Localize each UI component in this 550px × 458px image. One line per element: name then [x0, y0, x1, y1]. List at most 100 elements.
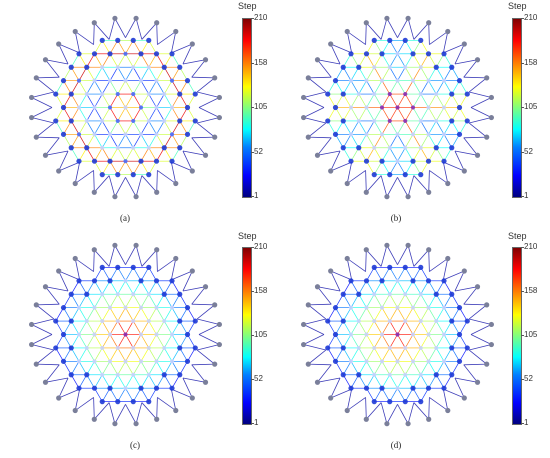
node: [372, 65, 377, 70]
node: [169, 158, 175, 164]
node: [379, 105, 385, 110]
node: [115, 118, 120, 124]
edge: [86, 347, 95, 362]
spike-edge: [463, 349, 488, 366]
edge: [373, 294, 383, 308]
colorbar-tick-label: 105: [254, 102, 268, 111]
spike-edge: [30, 107, 54, 124]
outer-node: [212, 134, 218, 140]
outer-node: [344, 255, 350, 262]
node: [169, 105, 175, 110]
edge: [373, 107, 383, 122]
outer-node: [133, 421, 139, 427]
edge: [78, 107, 88, 122]
edge: [404, 294, 414, 308]
node: [340, 345, 346, 351]
node: [68, 345, 74, 351]
edge: [78, 334, 88, 349]
node: [84, 318, 89, 324]
edge: [389, 147, 398, 162]
edge: [412, 320, 422, 335]
node: [115, 264, 121, 270]
edge: [156, 80, 165, 95]
node: [356, 372, 362, 378]
node: [449, 318, 455, 324]
edge: [428, 93, 437, 108]
node: [138, 78, 144, 83]
spike-edge: [454, 137, 479, 156]
edge: [412, 80, 422, 95]
edge: [366, 320, 375, 335]
edge: [109, 93, 119, 108]
node: [115, 172, 121, 178]
node: [76, 305, 82, 310]
outer-node: [72, 407, 78, 414]
edge: [132, 347, 142, 362]
spike-edge: [157, 389, 177, 412]
spike-edge: [108, 17, 126, 40]
node: [395, 51, 400, 56]
node: [395, 332, 400, 337]
edge: [132, 294, 142, 308]
node: [449, 118, 455, 124]
edge: [435, 107, 445, 122]
edge: [101, 134, 111, 148]
edge: [86, 320, 95, 335]
node: [395, 278, 400, 283]
nodes: [300, 15, 495, 200]
node: [76, 359, 82, 364]
edge: [412, 294, 422, 308]
node: [76, 278, 82, 284]
edge: [125, 280, 134, 295]
node: [107, 332, 113, 337]
edge: [101, 361, 111, 375]
edge: [125, 134, 134, 148]
spike-edge: [429, 257, 449, 280]
node: [456, 305, 463, 311]
edge: [404, 347, 414, 362]
outer-node: [426, 189, 432, 195]
edge: [428, 120, 437, 135]
outer-node: [33, 134, 39, 140]
node: [123, 132, 128, 137]
node: [456, 131, 463, 137]
edge: [428, 307, 437, 322]
spike-edge: [157, 257, 177, 280]
node: [348, 132, 354, 137]
node: [146, 292, 151, 297]
spike-edge: [197, 91, 221, 108]
edge: [381, 93, 391, 108]
edge: [140, 347, 150, 362]
edge: [117, 93, 126, 108]
edge: [404, 107, 414, 122]
node: [146, 145, 151, 150]
edge: [140, 93, 150, 108]
outer-node: [133, 242, 139, 248]
node: [146, 264, 152, 270]
node: [146, 318, 151, 324]
edge: [373, 134, 383, 148]
colorbar-tick: [521, 107, 524, 108]
node: [425, 385, 432, 391]
edge: [117, 134, 126, 148]
outer-node: [189, 395, 195, 401]
edge: [350, 334, 360, 349]
node: [146, 172, 152, 178]
edge: [132, 93, 142, 108]
outer-node: [461, 168, 467, 174]
node: [426, 305, 431, 310]
colorbar-title: Step: [238, 1, 257, 11]
outer-node: [363, 416, 369, 422]
edge: [94, 294, 103, 308]
outer-node: [154, 247, 160, 253]
edge: [132, 361, 142, 375]
edge: [358, 334, 367, 349]
node: [449, 145, 455, 151]
edge: [366, 134, 375, 148]
outer-node: [72, 255, 78, 262]
edge: [163, 320, 173, 335]
spike-edge: [429, 162, 449, 185]
edge: [156, 347, 165, 362]
node: [387, 345, 392, 351]
edge: [435, 320, 445, 335]
